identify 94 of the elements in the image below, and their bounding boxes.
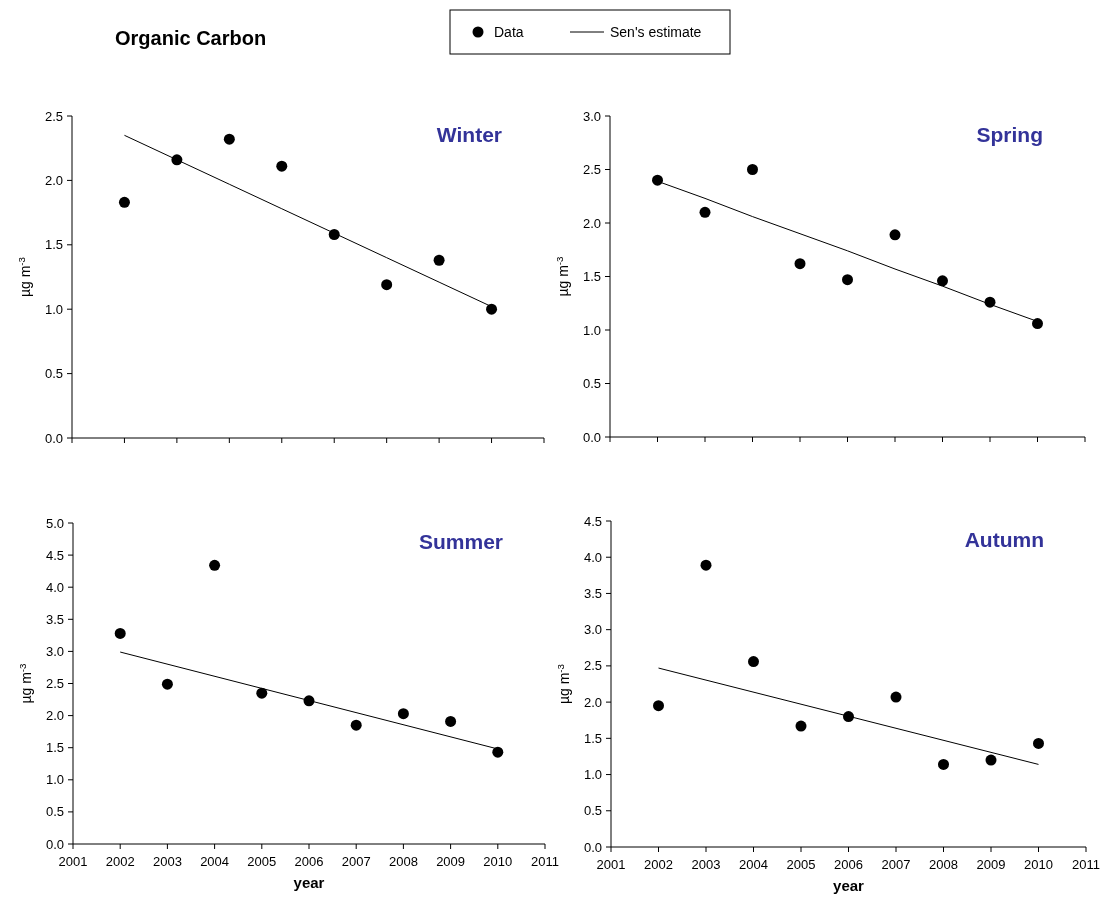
chart-title: Spring: [976, 123, 1043, 146]
point: [209, 559, 221, 571]
point: [889, 229, 901, 241]
y-tick-label: 4.5: [583, 513, 602, 529]
point: [1032, 318, 1043, 330]
x-tick-label: 2004: [200, 854, 230, 869]
point: [350, 719, 362, 731]
point: [699, 206, 711, 218]
y-tick-label: 1.5: [45, 740, 64, 756]
x-tick-label: 2006: [294, 854, 324, 869]
x-tick-label: 2011: [531, 854, 559, 869]
y-tick-label: 4.0: [45, 579, 64, 595]
point: [653, 700, 664, 712]
y-tick-label: 1.0: [45, 772, 64, 788]
y-tick-label: 3.5: [45, 611, 64, 627]
x-tick-label: 2005: [786, 857, 816, 872]
x-tick-label: 2007: [881, 857, 911, 872]
y-tick-label: 2.5: [583, 658, 602, 674]
x-axis-title: year: [833, 877, 865, 894]
point: [938, 758, 949, 770]
x-tick-label: 2001: [596, 857, 626, 872]
x-tick-label: 2003: [691, 857, 721, 872]
x-tick-label: 2005: [247, 854, 277, 869]
point: [842, 274, 853, 286]
point: [118, 196, 130, 208]
y-tick-label: 3.0: [582, 108, 601, 124]
y-tick-label: 2.5: [45, 676, 64, 691]
x-tick-label: 2008: [388, 854, 418, 869]
y-tick-label: 2.0: [583, 694, 602, 710]
y-tick-label: 4.5: [45, 547, 64, 563]
x-tick-label: 2007: [341, 854, 371, 869]
x-tick-label: 2006: [834, 857, 863, 872]
y-tick-label: 3.0: [583, 622, 602, 638]
y-tick-label: 0.0: [44, 430, 63, 446]
point: [748, 656, 759, 668]
y-tick-label: 1.0: [582, 322, 601, 338]
y-tick-label: 1.5: [583, 730, 602, 746]
point: [652, 174, 663, 186]
chart-title: Summer: [418, 530, 503, 553]
y-tick-label: 0.5: [583, 803, 602, 819]
point: [700, 559, 712, 571]
point: [1033, 737, 1044, 749]
x-tick-label: 2001: [58, 854, 88, 869]
point: [445, 715, 457, 727]
x-tick-label: 2010: [1024, 857, 1053, 872]
y-tick-label: 0.0: [45, 836, 64, 852]
x-tick-label: 2002: [105, 854, 135, 869]
point: [161, 678, 173, 690]
x-tick-label: 2009: [436, 854, 466, 869]
y-tick-label: 2.0: [44, 172, 63, 188]
point: [890, 691, 902, 703]
point: [794, 258, 806, 270]
y-tick-label: 0.5: [44, 366, 63, 382]
point: [486, 303, 498, 315]
point: [433, 254, 445, 266]
point: [747, 164, 758, 175]
y-tick-label: 0.0: [582, 429, 601, 445]
point: [937, 275, 948, 287]
y-tick-label: 0.5: [45, 804, 64, 820]
x-tick-label: 2010: [483, 854, 513, 869]
y-tick-label: 4.0: [583, 549, 602, 565]
point: [795, 720, 807, 732]
point: [276, 160, 288, 172]
y-tick-label: 1.0: [583, 767, 602, 783]
y-tick-label: 2.0: [45, 708, 64, 724]
x-tick-label: 2011: [1072, 857, 1100, 872]
x-axis-title: year: [293, 874, 325, 891]
point: [114, 627, 126, 639]
chart-title: Winter: [436, 123, 502, 146]
y-tick-label: 3.5: [583, 585, 602, 601]
legend-label: Data: [494, 24, 524, 40]
x-tick-label: 2009: [976, 857, 1006, 872]
x-tick-label: 2003: [152, 854, 182, 869]
y-tick-label: 0.5: [582, 376, 601, 391]
y-tick-label: 1.5: [582, 269, 601, 284]
legend-label: Sen's estimate: [610, 24, 702, 40]
point: [492, 746, 504, 758]
point: [223, 133, 235, 145]
x-tick-label: 2004: [739, 857, 768, 872]
point: [381, 279, 393, 291]
text: Organic Carbon: [115, 27, 267, 49]
x-tick-label: 2002: [644, 857, 673, 872]
y-tick-label: 2.5: [582, 162, 601, 177]
y-tick-label: 2.0: [582, 215, 601, 231]
y-tick-label: 1.5: [44, 237, 63, 253]
y-tick-label: 5.0: [45, 515, 64, 531]
y-tick-label: 2.5: [44, 108, 63, 124]
point: [985, 754, 997, 766]
y-tick-label: 0.0: [583, 839, 602, 855]
y-tick-label: 3.0: [45, 643, 64, 659]
chart-title: Autumn: [964, 528, 1044, 551]
point: [397, 708, 409, 720]
x-tick-label: 2008: [929, 857, 958, 872]
y-tick-label: 1.0: [44, 301, 63, 317]
